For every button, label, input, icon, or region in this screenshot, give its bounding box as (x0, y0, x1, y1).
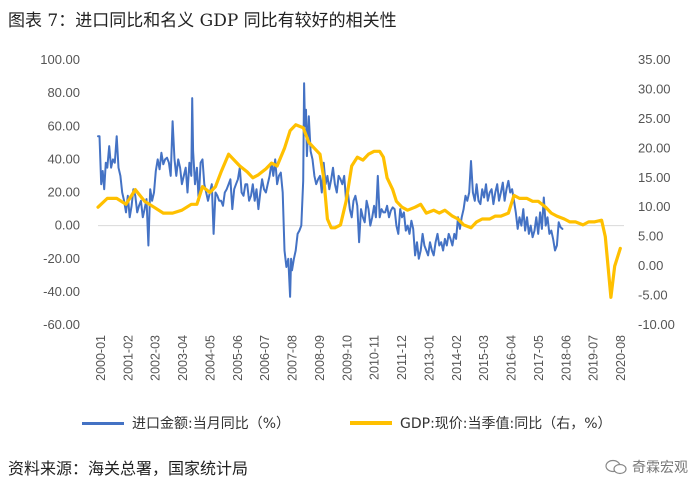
watermark: 奇霖宏观 (605, 457, 688, 477)
right-tick-label: 10.00 (638, 199, 671, 214)
right-tick-label: 5.00 (638, 229, 663, 244)
x-tick-label: 2004-05 (203, 335, 217, 381)
x-tick-label: 2000-01 (94, 335, 108, 381)
x-tick-label: 2007-08 (286, 335, 300, 381)
right-tick-label: 30.00 (638, 81, 671, 96)
x-tick-label: 2003-04 (176, 335, 190, 381)
x-tick-label: 2017-05 (532, 335, 546, 381)
right-tick-label: -10.00 (638, 317, 675, 332)
x-tick-label: 2013-01 (422, 335, 436, 381)
legend-item-gdp: GDP:现价:当季值:同比（右，%） (350, 413, 612, 433)
left-tick-label: 40.00 (47, 151, 80, 166)
watermark-text: 奇霖宏观 (632, 460, 688, 476)
x-tick-label: 2001-02 (121, 335, 135, 381)
gdp-yoy-line (96, 123, 622, 299)
x-tick-label: 2014-02 (450, 335, 464, 381)
x-tick-label: 2015-03 (477, 335, 491, 381)
x-tick-label: 2008-09 (313, 335, 327, 381)
right-tick-label: 20.00 (638, 140, 671, 155)
imports-yoy-line (97, 82, 564, 298)
chart-title: 图表 7：进口同比和名义 GDP 同比有较好的相关性 (8, 11, 397, 31)
series-layer (96, 82, 622, 299)
x-tick-label: 2019-07 (587, 335, 601, 381)
legend-item-imports: 进口金额:当月同比（%） (82, 413, 290, 433)
x-tick-label: 2020-08 (614, 335, 628, 381)
right-axis: 35.00 30.00 25.00 20.00 15.00 10.00 5.00 0.00 -5… (638, 52, 675, 332)
x-tick-label: 2005-06 (231, 335, 245, 381)
legend-label-imports: 进口金额:当月同比（%） (132, 416, 291, 432)
x-tick-label: 2002-03 (149, 335, 163, 381)
right-tick-label: 25.00 (638, 111, 671, 126)
left-tick-label: 60.00 (47, 118, 80, 133)
left-tick-label: -60.00 (43, 317, 80, 332)
x-tick-label: 2010-11 (368, 335, 382, 380)
left-tick-label: -20.00 (43, 251, 80, 266)
right-tick-label: -5.00 (638, 288, 668, 303)
chart-area: 100.00 80.00 60.00 40.00 20.00 0.00 -20.00 -40.… (40, 52, 675, 381)
left-tick-label: 80.00 (47, 85, 80, 100)
left-tick-label: 100.00 (40, 52, 80, 67)
source-note: 资料来源：海关总署，国家统计局 (8, 459, 249, 478)
wechat-icon (605, 459, 627, 475)
left-axis: 100.00 80.00 60.00 40.00 20.00 0.00 -20.00 -40.… (40, 52, 80, 332)
x-tick-label: 2018-06 (559, 335, 573, 381)
left-tick-label: -40.00 (43, 284, 80, 299)
left-tick-label: 0.00 (55, 218, 80, 233)
x-axis: 2000-01 2001-02 2002-03 2003-04 2004-05 2005-… (94, 335, 628, 381)
right-tick-label: 0.00 (638, 258, 663, 273)
x-tick-label: 2016-04 (505, 335, 519, 381)
x-tick-label: 2006-07 (258, 335, 272, 381)
x-tick-label: 2009-10 (340, 335, 354, 381)
x-tick-label: 2011-12 (395, 335, 409, 380)
imports-swatch (82, 421, 124, 425)
right-tick-label: 35.00 (638, 52, 671, 67)
left-tick-label: 20.00 (47, 185, 80, 200)
legend-label-gdp: GDP:现价:当季值:同比（右，%） (400, 416, 612, 432)
right-tick-label: 15.00 (638, 170, 671, 185)
gdp-swatch (350, 421, 392, 425)
